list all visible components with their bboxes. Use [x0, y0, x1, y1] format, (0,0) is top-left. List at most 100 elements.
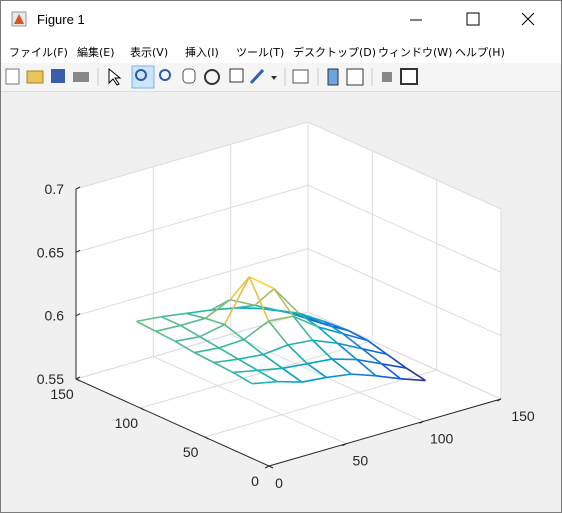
z-tick-label: 0.65	[37, 244, 64, 260]
mesh-edge	[317, 326, 344, 335]
y-axis-line	[75, 378, 270, 467]
mesh-edge	[268, 320, 289, 346]
x-tick-label: 50	[353, 453, 369, 469]
mesh-edge	[213, 358, 239, 364]
mesh-edge	[282, 367, 303, 383]
app-icon-shape	[14, 14, 24, 24]
x-tick	[419, 420, 424, 424]
mesh-edge	[174, 340, 195, 354]
mesh-edge	[298, 312, 324, 322]
mesh-edge	[174, 335, 200, 343]
mesh-edge	[362, 347, 388, 356]
grid-line	[75, 121, 309, 190]
y-tick	[268, 465, 274, 469]
x-axis-line	[268, 398, 502, 467]
menu-item[interactable]: 挿入(I)	[185, 46, 219, 59]
datatip-icon[interactable]	[229, 68, 244, 83]
mesh-edge	[252, 380, 278, 385]
mesh-edge	[381, 362, 407, 369]
mesh-edge	[185, 312, 206, 320]
grid-line	[153, 356, 347, 445]
brush-icon[interactable]	[249, 68, 265, 85]
menu-item[interactable]: ツール(T)	[236, 46, 285, 59]
mesh-edge	[262, 344, 289, 356]
mesh-edge	[293, 315, 319, 328]
colorbar-icon[interactable]	[327, 68, 339, 86]
new-icon[interactable]	[5, 68, 20, 85]
y-tick-label: 50	[183, 444, 199, 460]
mesh-edge	[306, 363, 328, 379]
select-icon[interactable]	[108, 67, 122, 86]
print-icon[interactable]	[73, 72, 89, 82]
legend-icon[interactable]	[346, 68, 364, 86]
rotate-icon[interactable]	[204, 69, 220, 85]
mesh-edge	[199, 335, 220, 349]
grid-line	[75, 311, 309, 380]
mesh-edge	[405, 367, 426, 382]
z-tick-label: 0.6	[45, 308, 65, 324]
mesh-edge	[161, 312, 187, 318]
mesh-edge	[238, 358, 259, 372]
mesh-edge	[199, 323, 225, 338]
mesh-edge	[268, 315, 294, 322]
x-tick-label: 150	[511, 408, 535, 424]
mesh-edge	[213, 361, 234, 374]
pan-icon[interactable]	[182, 68, 196, 84]
x-tick	[264, 465, 270, 469]
mesh-edge	[180, 324, 201, 338]
z-tick	[75, 249, 81, 253]
x-tick-label: 0	[275, 475, 283, 491]
zoom-out-icon[interactable]	[159, 69, 171, 81]
grid-line	[307, 311, 502, 400]
mesh-edge	[254, 304, 280, 312]
dropdown-icon[interactable]	[271, 76, 277, 80]
hide-tools-icon[interactable]	[382, 72, 392, 82]
menu-item[interactable]: ファイル(F)	[9, 46, 68, 59]
menu-item[interactable]: 表示(V)	[130, 46, 169, 59]
close-button[interactable]	[521, 12, 535, 26]
y-tick	[204, 436, 209, 440]
link-icon[interactable]	[292, 69, 309, 84]
z-tick-label: 0.55	[37, 371, 64, 387]
mesh-edge	[257, 367, 283, 372]
mesh-edge	[386, 353, 407, 369]
title-bar-graphics: Figure 1	[11, 11, 535, 27]
zoom-in-icon	[135, 69, 147, 81]
title-bar: Figure 1	[1, 1, 561, 37]
menu-item[interactable]: ヘルプ(H)	[455, 46, 505, 59]
y-tick-label: 150	[50, 386, 74, 402]
mesh-edge	[292, 315, 314, 341]
grid-line	[140, 340, 373, 409]
mesh-edge	[380, 363, 402, 380]
mesh-edge	[243, 320, 270, 341]
menu-item[interactable]: 編集(E)	[77, 46, 115, 59]
mesh-edge	[224, 323, 245, 341]
mesh-edge	[312, 339, 333, 360]
mesh-edge	[361, 348, 382, 365]
mesh-edge	[400, 378, 426, 382]
mesh-edge	[375, 375, 401, 380]
show-tools-icon[interactable]	[400, 68, 418, 85]
mesh-edge	[279, 310, 299, 314]
mesh-edge	[155, 324, 181, 333]
mesh-edge	[356, 358, 382, 365]
maximize-button[interactable]	[466, 12, 480, 26]
mesh-edge	[180, 317, 206, 327]
menu-item[interactable]: デスクトップ(D)	[293, 46, 377, 59]
toolbar-icons	[5, 65, 418, 89]
menu-item[interactable]: ウィンドウ(W)	[378, 46, 453, 59]
grid-line	[307, 121, 502, 210]
mesh-edge	[273, 288, 300, 314]
open-icon[interactable]	[26, 70, 44, 84]
y-tick-label: 0	[251, 473, 259, 489]
mesh-edge	[218, 347, 239, 360]
mesh-edge	[204, 299, 231, 319]
mesh-edge	[307, 358, 333, 365]
axes-back	[76, 122, 501, 466]
mesh-edge	[342, 332, 368, 342]
grid-line	[204, 369, 437, 438]
save-icon[interactable]	[51, 69, 65, 83]
menu-bar: ファイル(F) 編集(E) 表示(V) 挿入(I) ツール(T) デスクトップ(D) ウィン…	[1, 37, 561, 63]
z-tick	[75, 376, 81, 380]
